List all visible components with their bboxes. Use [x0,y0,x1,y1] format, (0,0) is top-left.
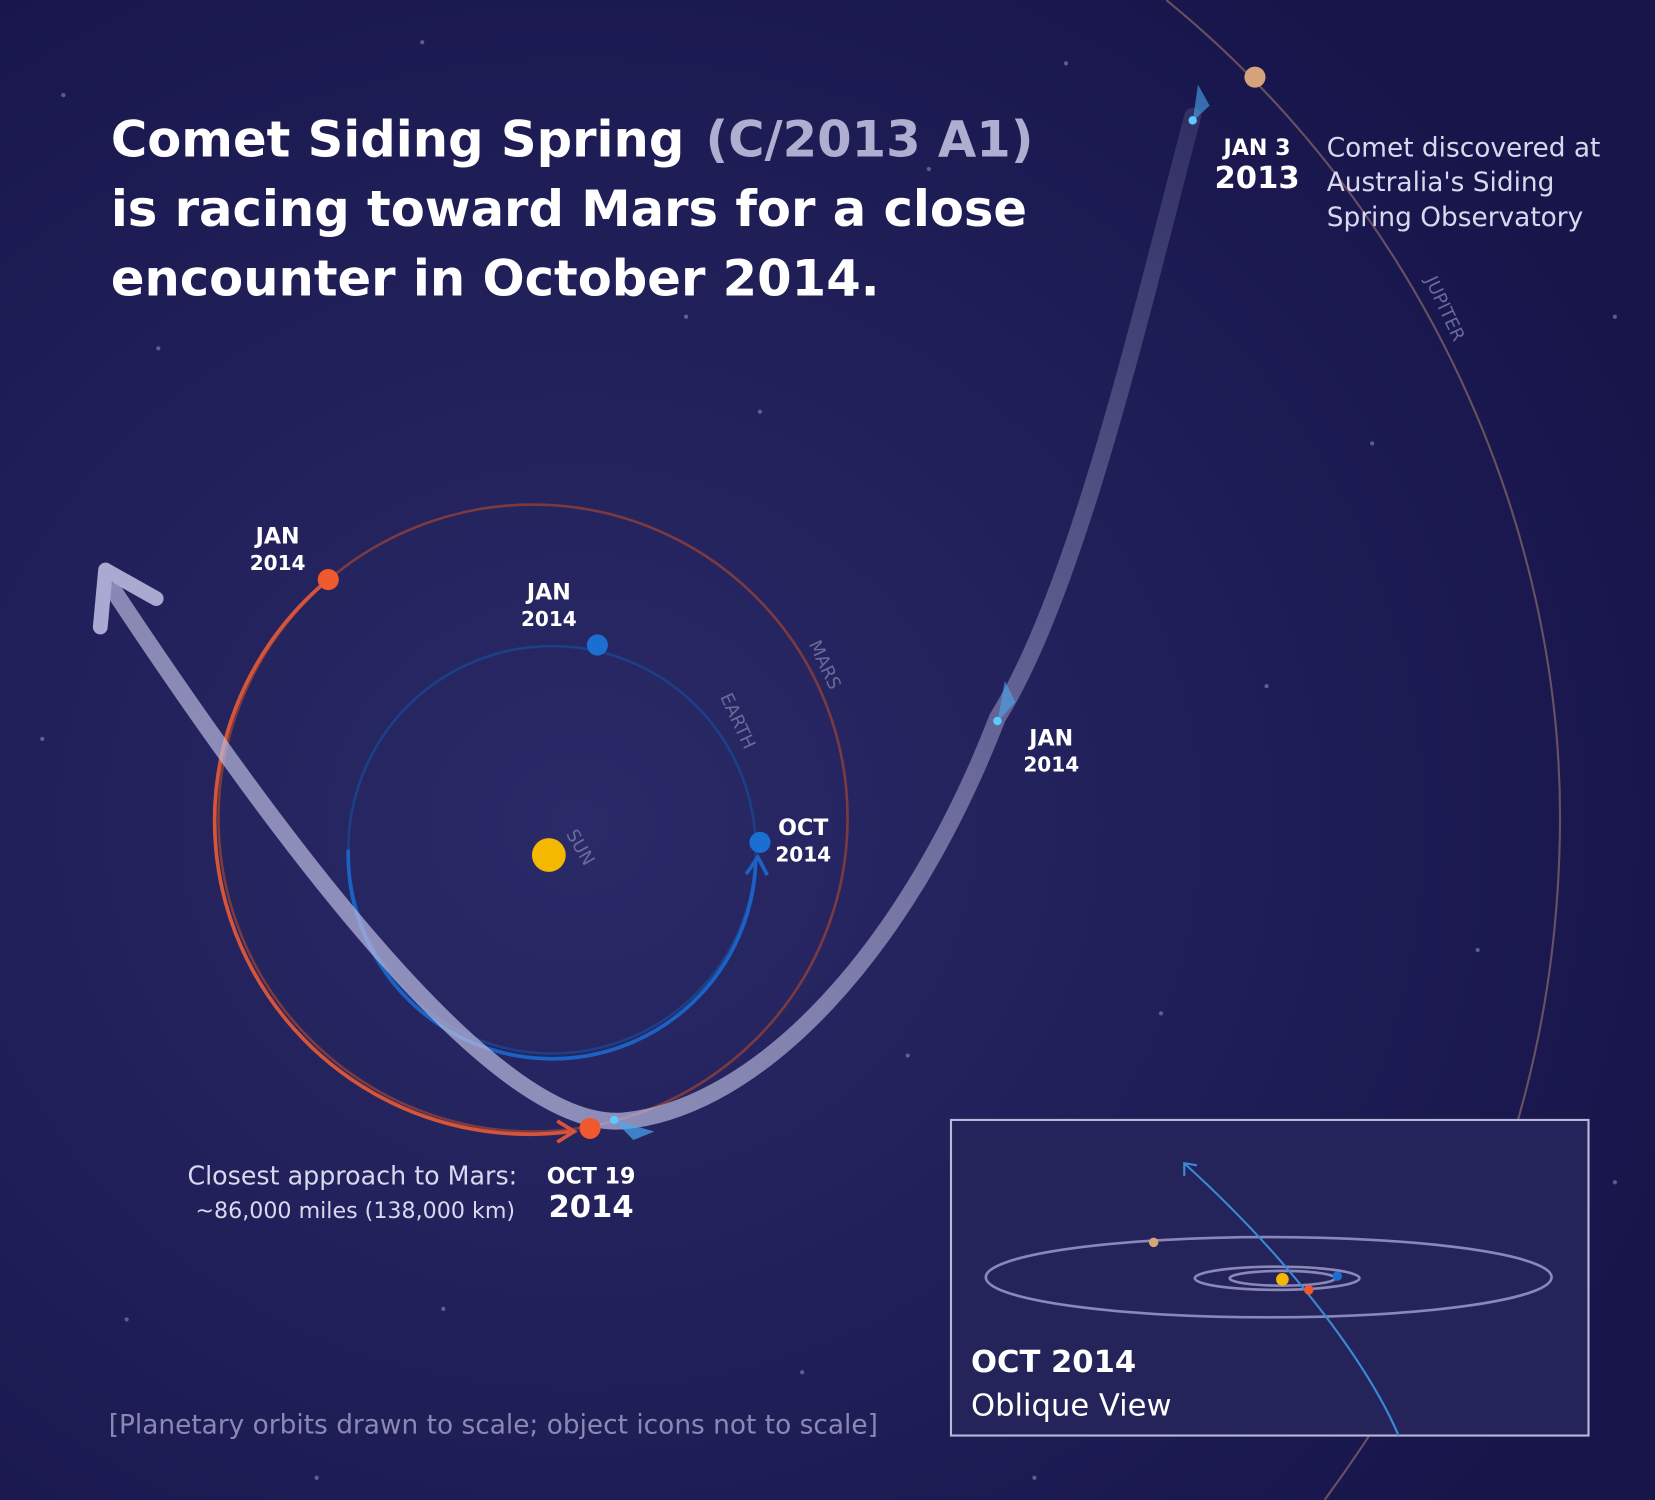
mars-motion-arrow [212,578,571,1137]
inset-title: OCT 2014 [971,1345,1136,1380]
title-line-3: encounter in October 2014. [111,250,880,308]
discovery-note: Comet discovered at Australia's Siding S… [1327,133,1601,233]
inset-jupiter-orbit [984,1235,1553,1319]
inset-subtitle: Oblique View [971,1388,1171,1423]
comet-icons [610,84,1210,1141]
earth-arrowhead [744,853,769,876]
comet-arrowhead [92,562,164,635]
earth-oct [749,831,771,853]
date-year: 2014 [548,1190,633,1225]
closest-approach-note: Closest approach to Mars: ~86,000 miles … [187,1160,517,1224]
title-line-2: is racing toward Mars for a close [111,180,1027,238]
date-year: 2014 [1023,753,1079,777]
inset-comet-path [1183,1162,1400,1436]
mars-arrowhead [556,1119,578,1144]
inset-mars-orbit [1193,1265,1361,1292]
inset-jupiter [1148,1237,1159,1248]
date-year: 2014 [250,551,306,575]
mars-oct [579,1117,601,1139]
inset-arrowhead [1183,1161,1198,1176]
inset-earth [1332,1271,1343,1281]
inset-frame [949,1118,1590,1437]
mars-jan [317,568,339,591]
jupiter [1244,66,1266,88]
comet-name: Comet Siding Spring [111,110,685,168]
mars-orbit [217,503,849,1133]
date-month: JAN [525,580,571,606]
footnote: [Planetary orbits drawn to scale; object… [109,1410,878,1440]
inset-mars [1304,1285,1314,1295]
date-year: 2013 [1215,161,1300,196]
inset-sun [1276,1272,1289,1286]
note-line: ~86,000 miles (138,000 km) [195,1198,515,1224]
inset: OCT 2014 Oblique View [949,1118,1590,1437]
date-labels: JAN 2014 JAN 2014 OCT 2014 JAN 2014 JAN … [250,135,1300,1225]
note-line: Closest approach to Mars: [187,1160,517,1190]
date-month: JAN [254,524,300,550]
comet-designation: (C/2013 A1) [705,110,1033,168]
date-year: 2014 [521,607,577,631]
date-month: JAN [1027,725,1073,751]
date-month: JAN 3 [1222,135,1291,161]
sun [531,838,566,872]
date-month: OCT [778,815,828,841]
note-line: Comet discovered at [1327,133,1601,163]
title-line-1: Comet Siding Spring (C/2013 A1) [111,110,1034,168]
date-month: OCT 19 [547,1163,636,1189]
note-line: Australia's Siding [1327,168,1555,198]
date-year: 2014 [775,842,831,866]
note-line: Spring Observatory [1327,203,1584,233]
earth-jan [586,634,608,656]
comet-path [105,107,1202,1130]
stars [40,40,1618,1480]
